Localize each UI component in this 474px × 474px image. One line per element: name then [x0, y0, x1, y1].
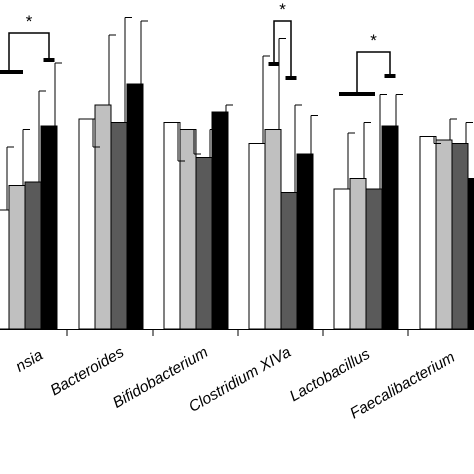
significance-star: * — [370, 31, 377, 50]
bar — [381, 125, 399, 330]
bar — [40, 125, 58, 330]
bar — [110, 122, 128, 330]
bar — [264, 129, 282, 330]
category-label: Bacteroides — [48, 344, 128, 400]
bar — [435, 139, 453, 330]
bar — [94, 104, 112, 330]
bar — [126, 83, 144, 330]
bar — [419, 136, 437, 330]
category-label: Lactobacillus — [287, 346, 373, 406]
bar — [211, 111, 229, 330]
x-axis — [0, 329, 474, 336]
bar — [195, 157, 213, 330]
bar — [78, 118, 96, 330]
significance-star: * — [26, 12, 33, 31]
bar — [24, 181, 42, 330]
bar — [296, 153, 314, 330]
bar — [0, 209, 10, 330]
bar — [248, 143, 266, 330]
bar — [467, 178, 474, 330]
bar — [8, 185, 26, 330]
significance-bracket — [8, 32, 50, 72]
bar — [333, 188, 351, 330]
bar — [280, 192, 298, 330]
error-bars-layer — [6, 17, 473, 210]
bars-layer — [0, 83, 474, 330]
bar — [349, 178, 367, 330]
significance-bracket — [356, 51, 391, 94]
bar — [451, 143, 469, 330]
bar — [179, 129, 197, 330]
significance-bracket — [273, 20, 292, 78]
significance-brackets: * * * — [0, 0, 396, 96]
significance-star: * — [279, 0, 286, 19]
bar — [365, 188, 383, 330]
category-labels: nsia BacteroidesBifidobacteriumClostridiu… — [13, 344, 458, 423]
category-label: nsia — [13, 347, 46, 376]
